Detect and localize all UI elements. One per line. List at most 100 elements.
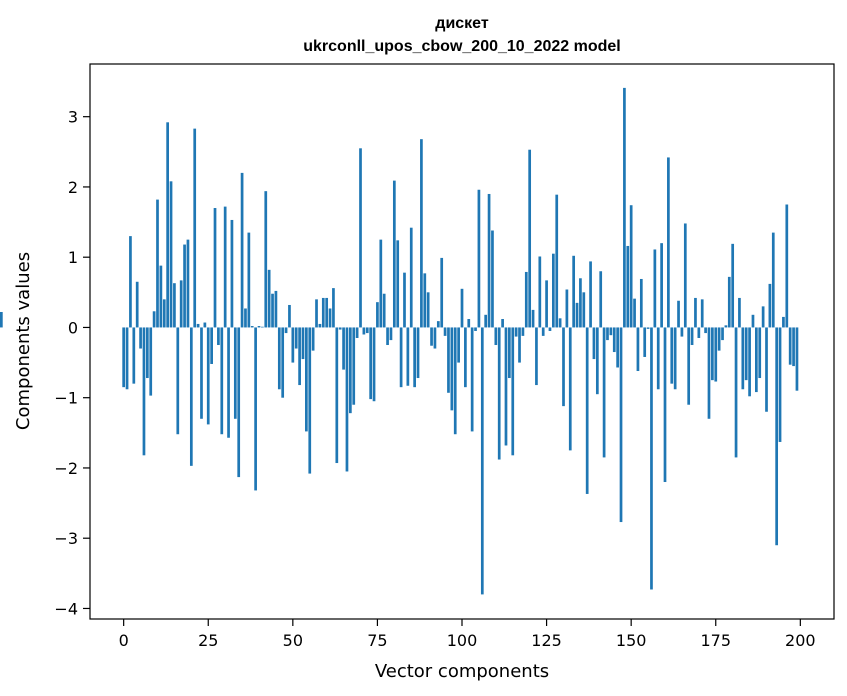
bar-158 [656, 327, 660, 390]
bar-170 [697, 327, 701, 338]
bar-111 [497, 327, 501, 460]
bar-157 [653, 249, 657, 328]
y-tick-label: 2 [68, 178, 78, 197]
bar-185 [748, 327, 751, 397]
x-tick-label: 125 [531, 631, 562, 650]
bar-3 [132, 327, 136, 384]
bar-161 [667, 157, 670, 328]
bar-149 [626, 245, 630, 328]
bar-23 [200, 327, 203, 419]
chart-title-line-2: ukrconll_upos_cbow_200_10_2022 model [303, 38, 620, 55]
bar-37 [247, 232, 251, 328]
bar-135 [579, 278, 582, 328]
bar-163 [673, 327, 677, 390]
bar-56 [311, 327, 315, 351]
bar-117 [518, 327, 521, 363]
bar-45 [274, 290, 278, 328]
bar-120 [528, 149, 532, 328]
bar-33 [233, 327, 237, 419]
bar-137 [585, 327, 589, 494]
bar-2 [129, 236, 132, 328]
bar-118 [521, 327, 525, 336]
bar-143 [606, 327, 609, 341]
bar-20 [189, 327, 193, 466]
bar-155 [646, 327, 650, 329]
bar-154 [643, 327, 647, 357]
bar-187 [755, 327, 758, 393]
bar-194 [778, 327, 782, 442]
bar-28 [217, 327, 220, 346]
bar-30 [223, 206, 227, 328]
bar-136 [582, 292, 586, 328]
bar-96 [447, 327, 450, 393]
bar-130 [562, 327, 565, 407]
bar-147 [619, 327, 623, 523]
y-tick-label: 1 [68, 248, 78, 267]
bar-40 [257, 326, 261, 328]
bar-53 [301, 327, 305, 360]
bar-35 [240, 172, 244, 328]
bar-59 [321, 297, 325, 328]
bar-41 [261, 326, 264, 328]
bar-174 [711, 327, 714, 381]
bar-199 [795, 327, 799, 391]
bar-115 [511, 327, 515, 456]
bar-165 [680, 327, 684, 337]
bar-38 [250, 326, 254, 328]
bar-144 [609, 327, 613, 336]
y-tick-label: −3 [54, 529, 78, 548]
bar-100 [460, 288, 464, 328]
bar-196 [785, 204, 789, 328]
bar-128 [555, 194, 559, 328]
y-axis-ticks: −4 −3 −2 −1 0 1 2 3 [54, 108, 90, 618]
bar-114 [508, 327, 511, 379]
x-tick-label: 75 [367, 631, 387, 650]
bar-110 [494, 327, 498, 346]
bar-193 [775, 327, 779, 546]
bar-93 [436, 321, 440, 328]
bar-178 [724, 325, 728, 328]
bar-85 [409, 227, 413, 328]
bar-98 [453, 327, 457, 435]
bar-19 [186, 239, 190, 328]
bar-122 [535, 327, 538, 386]
bar-32 [230, 219, 234, 328]
bar-113 [504, 327, 508, 446]
chart-title-line-1: дискет [435, 15, 489, 32]
bar-24 [203, 322, 207, 328]
bars-group [0, 87, 799, 595]
bar-166 [683, 223, 687, 328]
x-tick-label: 175 [700, 631, 731, 650]
bar-60 [325, 297, 329, 328]
y-tick-label: 3 [68, 108, 78, 127]
bar-70 [359, 148, 362, 328]
bar-156 [650, 327, 653, 590]
x-tick-label: 25 [198, 631, 218, 650]
bar-25 [206, 327, 210, 425]
bar-14 [169, 181, 173, 328]
bar-81 [396, 240, 400, 328]
bar-84 [406, 327, 410, 386]
bar-133 [572, 255, 576, 328]
bar-49 [288, 304, 291, 328]
bar-34 [237, 327, 241, 478]
bar-198 [792, 327, 795, 367]
bar-72 [365, 327, 369, 334]
bar-62 [332, 288, 335, 328]
bar-29 [220, 327, 224, 435]
bar-39 [254, 327, 257, 491]
bar-0 [122, 327, 126, 388]
bar-78 [386, 327, 389, 346]
y-tick-label: −1 [54, 389, 78, 408]
bar-7 [145, 327, 149, 379]
x-tick-label: 200 [785, 631, 816, 650]
bar-141 [599, 271, 603, 328]
bar-134 [575, 302, 579, 328]
bar-179 [727, 276, 731, 328]
bar-152 [636, 327, 640, 372]
bar-148 [623, 87, 626, 328]
bar-52 [298, 327, 301, 386]
bar-94 [440, 257, 444, 328]
bar-182 [738, 297, 741, 328]
bar-95 [443, 327, 447, 336]
